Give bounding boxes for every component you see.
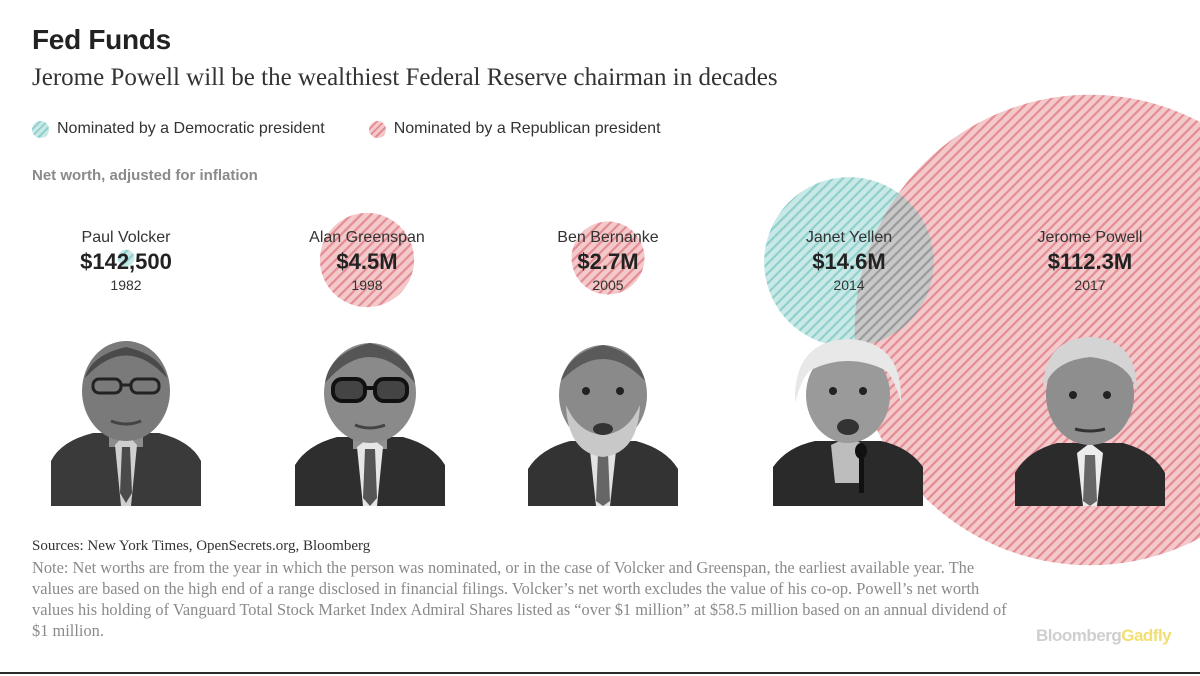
net-worth-value: $14.6M [812,249,886,274]
person-name: Janet Yellen [805,229,893,246]
portrait-powell [1015,337,1165,506]
net-worth-value: $2.7M [577,249,639,274]
brand-logo-part2: Gadfly [1121,626,1172,645]
sources-line: Sources: New York Times, OpenSecrets.org… [32,538,371,554]
person-name: Alan Greenspan [309,229,425,246]
portrait-volcker [51,341,201,506]
legend-item-democratic: Nominated by a Democratic president [32,120,325,138]
label-powell: Jerome Powell $112.3M 2017 [1005,228,1175,295]
bubble-paul-volcker [117,249,135,267]
republican-swatch-icon [368,120,386,138]
portrait-greenspan [295,343,445,506]
net-worth-value: $4.5M [336,249,398,274]
label-greenspan: Alan Greenspan $4.5M 1998 [282,228,452,295]
person-name: Ben Bernanke [557,229,659,246]
brand-logo-part1: Bloomberg [1036,626,1122,645]
value-axis-label: Net worth, adjusted for inflation [32,167,258,184]
legend-label-republican: Nominated by a Republican president [393,120,661,137]
portrait-yellen [773,339,923,506]
legend-item-republican: Nominated by a Republican president [368,120,661,138]
person-name: Jerome Powell [1037,229,1143,246]
nomination-year: 1998 [351,277,383,293]
brand-logo: BloombergGadfly [1036,626,1172,646]
label-volcker: Paul Volcker $142,500 1982 [41,228,211,295]
democratic-swatch-icon [32,120,49,138]
chart-title: Jerome Powell will be the wealthiest Fed… [32,64,778,91]
net-worth-value: $142,500 [80,249,172,274]
nomination-year: 2005 [592,277,624,293]
bottom-rule [0,672,1200,674]
legend: Nominated by a Democratic president Nomi… [32,119,705,139]
chart-kicker: Fed Funds [32,24,171,55]
nomination-year: 2017 [1074,277,1106,293]
nomination-year: 1982 [110,277,142,293]
net-worth-value: $112.3M [1047,249,1133,274]
person-name: Paul Volcker [81,229,171,246]
label-yellen: Janet Yellen $14.6M 2014 [764,228,934,295]
label-bernanke: Ben Bernanke $2.7M 2005 [523,228,693,295]
footnote: Note: Net worths are from the year in wh… [32,558,1007,640]
nomination-year: 2014 [833,277,865,293]
legend-label-democratic: Nominated by a Democratic president [57,120,325,137]
portrait-bernanke [528,345,678,506]
bubble-ben-bernanke [571,221,645,295]
bubble-alan-greenspan [319,212,415,308]
